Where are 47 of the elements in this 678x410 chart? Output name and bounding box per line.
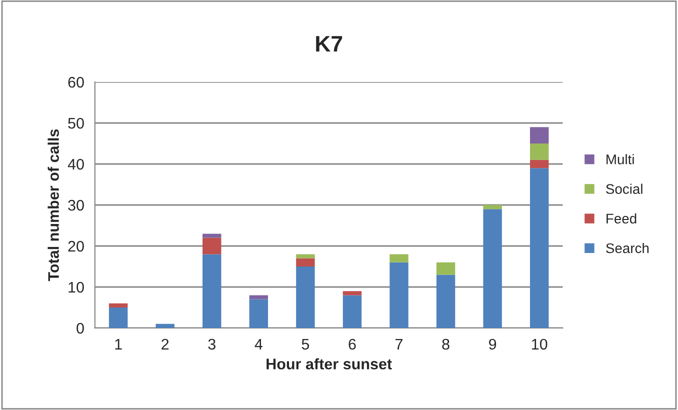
bar — [249, 299, 268, 328]
legend-label: Search — [606, 242, 649, 254]
x-tick-label: 5 — [302, 338, 310, 350]
x-tick-label: 7 — [396, 338, 402, 350]
bar — [530, 168, 549, 328]
legend-label: Feed — [606, 213, 636, 224]
bar — [530, 127, 549, 144]
y-tick-label: 20 — [68, 240, 84, 252]
x-axis-title: Hour after sunset — [266, 358, 392, 370]
x-tick-label: 8 — [442, 338, 450, 350]
x-tick-label: 6 — [348, 338, 356, 350]
y-tick-label: 50 — [68, 118, 84, 129]
bar — [342, 291, 362, 296]
bar — [108, 303, 128, 308]
bar — [530, 144, 549, 160]
legend-label: Social — [606, 184, 642, 194]
bar — [483, 205, 502, 210]
bar — [202, 254, 222, 328]
y-tick-label: 30 — [68, 200, 84, 211]
bar — [530, 160, 549, 168]
bar — [296, 258, 315, 266]
chart-title: K7 — [316, 36, 342, 52]
bar — [202, 238, 222, 254]
bar — [390, 254, 408, 262]
bar — [436, 262, 456, 275]
x-tick-label: 10 — [532, 338, 548, 350]
x-tick-label: 2 — [162, 338, 169, 350]
legend-label: Multi — [606, 154, 634, 164]
y-tick-label: 0 — [76, 322, 84, 334]
y-axis-title: Total number of calls — [48, 129, 59, 282]
bar — [390, 262, 408, 328]
bar — [156, 324, 174, 328]
bar — [202, 234, 222, 238]
x-tick-label: 3 — [208, 338, 216, 350]
x-tick-label: 1 — [115, 338, 122, 350]
bar — [342, 295, 362, 328]
bar — [249, 295, 268, 300]
bar — [108, 308, 128, 328]
y-tick-label: 40 — [68, 158, 84, 170]
y-tick-label: 10 — [68, 282, 84, 293]
bar — [483, 209, 502, 328]
y-tick-label: 60 — [68, 76, 84, 88]
bar — [296, 266, 315, 328]
x-tick-label: 4 — [254, 338, 262, 350]
bar — [436, 274, 456, 328]
bar — [296, 254, 315, 258]
x-tick-label: 9 — [489, 338, 496, 350]
